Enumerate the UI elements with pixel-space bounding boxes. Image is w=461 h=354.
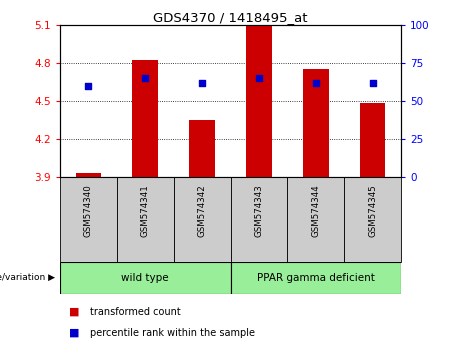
Text: ■: ■ [69,328,80,338]
Bar [132,60,158,177]
Text: wild type: wild type [121,273,169,283]
Text: GSM574341: GSM574341 [141,184,150,236]
Text: GSM574340: GSM574340 [84,184,93,236]
Point [312,80,319,85]
Bar [117,177,174,262]
Text: ■: ■ [69,307,80,316]
Text: percentile rank within the sample: percentile rank within the sample [90,328,255,338]
Bar [60,177,117,262]
Bar [230,262,401,294]
Bar [60,262,230,294]
Bar [76,173,101,177]
Bar [344,177,401,262]
Bar [230,177,287,262]
Text: GSM574343: GSM574343 [254,184,263,236]
Point [198,80,206,85]
Bar [189,120,215,177]
Point [85,83,92,88]
Text: PPAR gamma deficient: PPAR gamma deficient [257,273,375,283]
Bar [246,25,272,177]
Bar [360,103,385,177]
Text: GSM574342: GSM574342 [198,184,207,236]
Point [142,75,149,81]
Bar [287,177,344,262]
Text: GSM574344: GSM574344 [311,184,320,236]
Bar [303,69,329,177]
Title: GDS4370 / 1418495_at: GDS4370 / 1418495_at [153,11,308,24]
Text: transformed count: transformed count [90,307,181,316]
Text: GSM574345: GSM574345 [368,184,377,236]
Text: genotype/variation ▶: genotype/variation ▶ [0,273,55,282]
Point [255,75,263,81]
Point [369,80,376,85]
Bar [174,177,230,262]
